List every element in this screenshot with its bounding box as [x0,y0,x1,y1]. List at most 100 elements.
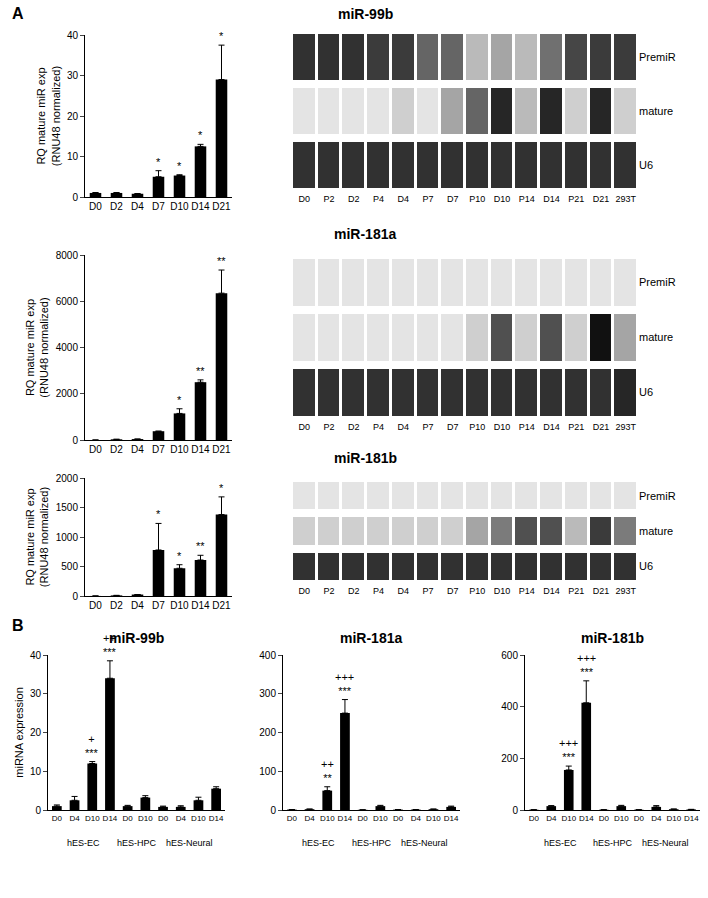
svg-text:600: 600 [501,650,518,661]
svg-text:20: 20 [30,727,42,738]
svg-text:A: A [12,5,24,22]
svg-text:D4: D4 [651,814,662,823]
svg-text:D10: D10 [191,814,206,823]
svg-text:*: * [198,129,203,141]
svg-text:+++***: +++*** [559,737,578,763]
svg-text:P10: P10 [469,194,485,204]
svg-text:*: * [177,394,182,406]
svg-text:D2: D2 [348,194,360,204]
svg-text:+++***: +++*** [577,652,596,678]
svg-text:D7: D7 [152,600,165,611]
svg-text:D7: D7 [447,586,459,596]
svg-text:D10: D10 [494,194,511,204]
svg-text:hES-Neural: hES-Neural [166,838,213,848]
svg-text:D2: D2 [348,422,360,432]
svg-text:D10: D10 [426,814,441,823]
svg-text:U6: U6 [639,159,653,171]
svg-text:D7: D7 [447,194,459,204]
svg-text:D2: D2 [110,201,123,212]
svg-text:D0: D0 [299,194,311,204]
svg-text:D14: D14 [579,814,594,823]
svg-text:D0: D0 [89,444,102,455]
svg-text:1000: 1000 [56,532,79,543]
svg-text:**: ** [196,365,205,377]
svg-text:D4: D4 [176,814,187,823]
svg-text:hES-EC: hES-EC [544,838,577,848]
svg-text:P21: P21 [568,422,584,432]
svg-text:40: 40 [30,650,42,661]
svg-text:mature: mature [639,525,673,537]
svg-text:P2: P2 [324,194,335,204]
svg-text:10: 10 [67,151,79,162]
svg-text:D0: D0 [287,814,298,823]
svg-text:D21: D21 [212,201,231,212]
svg-text:hES-HPC: hES-HPC [352,838,392,848]
svg-text:D0: D0 [599,814,610,823]
svg-text:*: * [156,508,161,520]
svg-text:D7: D7 [152,201,165,212]
svg-text:P10: P10 [469,422,485,432]
svg-text:P7: P7 [422,422,433,432]
svg-text:hES-Neural: hES-Neural [642,838,689,848]
svg-text:D4: D4 [546,814,557,823]
svg-text:RQ mature miR exp(RNU48 normal: RQ mature miR exp(RNU48 normalized) [24,487,50,587]
svg-text:PremiR: PremiR [639,51,676,63]
svg-text:P14: P14 [519,586,535,596]
svg-text:miR-99b: miR-99b [338,6,393,22]
svg-text:4000: 4000 [56,342,79,353]
svg-text:**: ** [217,255,226,267]
svg-text:miR-181a: miR-181a [340,630,402,646]
svg-text:D10: D10 [170,444,189,455]
svg-text:D0: D0 [158,814,169,823]
svg-text:D7: D7 [447,422,459,432]
svg-text:D14: D14 [191,444,210,455]
svg-text:P7: P7 [422,194,433,204]
svg-text:D0: D0 [529,814,540,823]
svg-text:hES-EC: hES-EC [67,838,100,848]
svg-text:hES-Neural: hES-Neural [401,838,448,848]
svg-text:D4: D4 [411,814,422,823]
svg-text:D0: D0 [393,814,404,823]
svg-text:D0: D0 [358,814,369,823]
svg-text:293T: 293T [615,422,636,432]
svg-text:miR-181b: miR-181b [334,450,397,466]
svg-text:**: ** [196,540,205,552]
svg-text:D10: D10 [138,814,153,823]
svg-text:D7: D7 [152,444,165,455]
svg-text:*: * [177,550,182,562]
svg-text:D21: D21 [593,194,610,204]
svg-text:P14: P14 [519,194,535,204]
svg-text:D10: D10 [85,814,100,823]
svg-text:D14: D14 [209,814,224,823]
svg-text:D2: D2 [110,600,123,611]
svg-text:8000: 8000 [56,250,79,261]
svg-text:D10: D10 [561,814,576,823]
svg-text:P2: P2 [324,586,335,596]
svg-text:P4: P4 [373,194,384,204]
svg-text:P4: P4 [373,586,384,596]
svg-text:293T: 293T [615,194,636,204]
svg-text:U6: U6 [639,386,653,398]
svg-text:1500: 1500 [56,502,79,513]
svg-text:miR-181b: miR-181b [581,630,644,646]
svg-text:D0: D0 [299,422,311,432]
svg-text:D0: D0 [52,814,63,823]
svg-text:*: * [219,30,224,42]
svg-text:+++***: +++*** [335,671,354,697]
svg-text:D4: D4 [131,444,144,455]
svg-text:RQ mature miR exp(RNU48 normal: RQ mature miR exp(RNU48 normalized) [24,297,50,397]
svg-text:D10: D10 [170,201,189,212]
svg-text:D4: D4 [131,600,144,611]
svg-text:200: 200 [259,727,276,738]
svg-text:D0: D0 [634,814,645,823]
svg-text:D14: D14 [191,600,210,611]
svg-text:D10: D10 [666,814,681,823]
svg-text:*: * [156,156,161,168]
svg-text:D4: D4 [397,194,409,204]
svg-text:40: 40 [67,30,79,41]
svg-text:RQ mature miR exp(RNU48 normal: RQ mature miR exp(RNU48 normalized) [35,66,61,166]
svg-text:PremiR: PremiR [639,490,676,502]
svg-text:P4: P4 [373,422,384,432]
svg-text:D14: D14 [103,814,118,823]
svg-text:293T: 293T [615,586,636,596]
